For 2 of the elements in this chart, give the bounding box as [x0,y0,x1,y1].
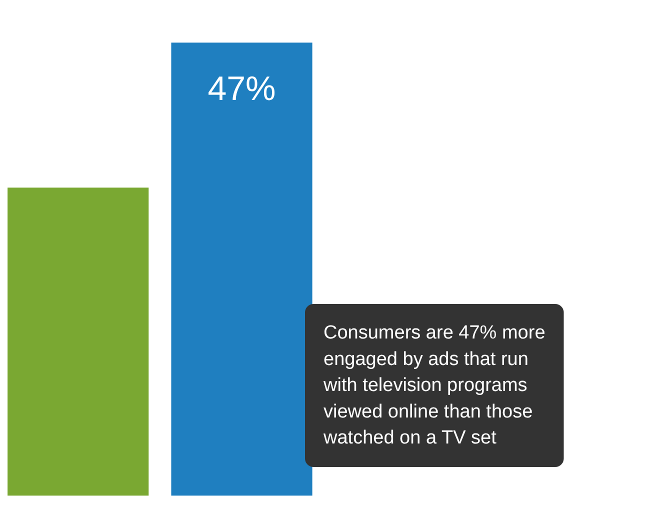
annotation: Consumers are 47% more engaged by ads that run with television programs viewed online than those watched on a TV set [322,322,546,448]
annotation: 47% [208,70,276,108]
